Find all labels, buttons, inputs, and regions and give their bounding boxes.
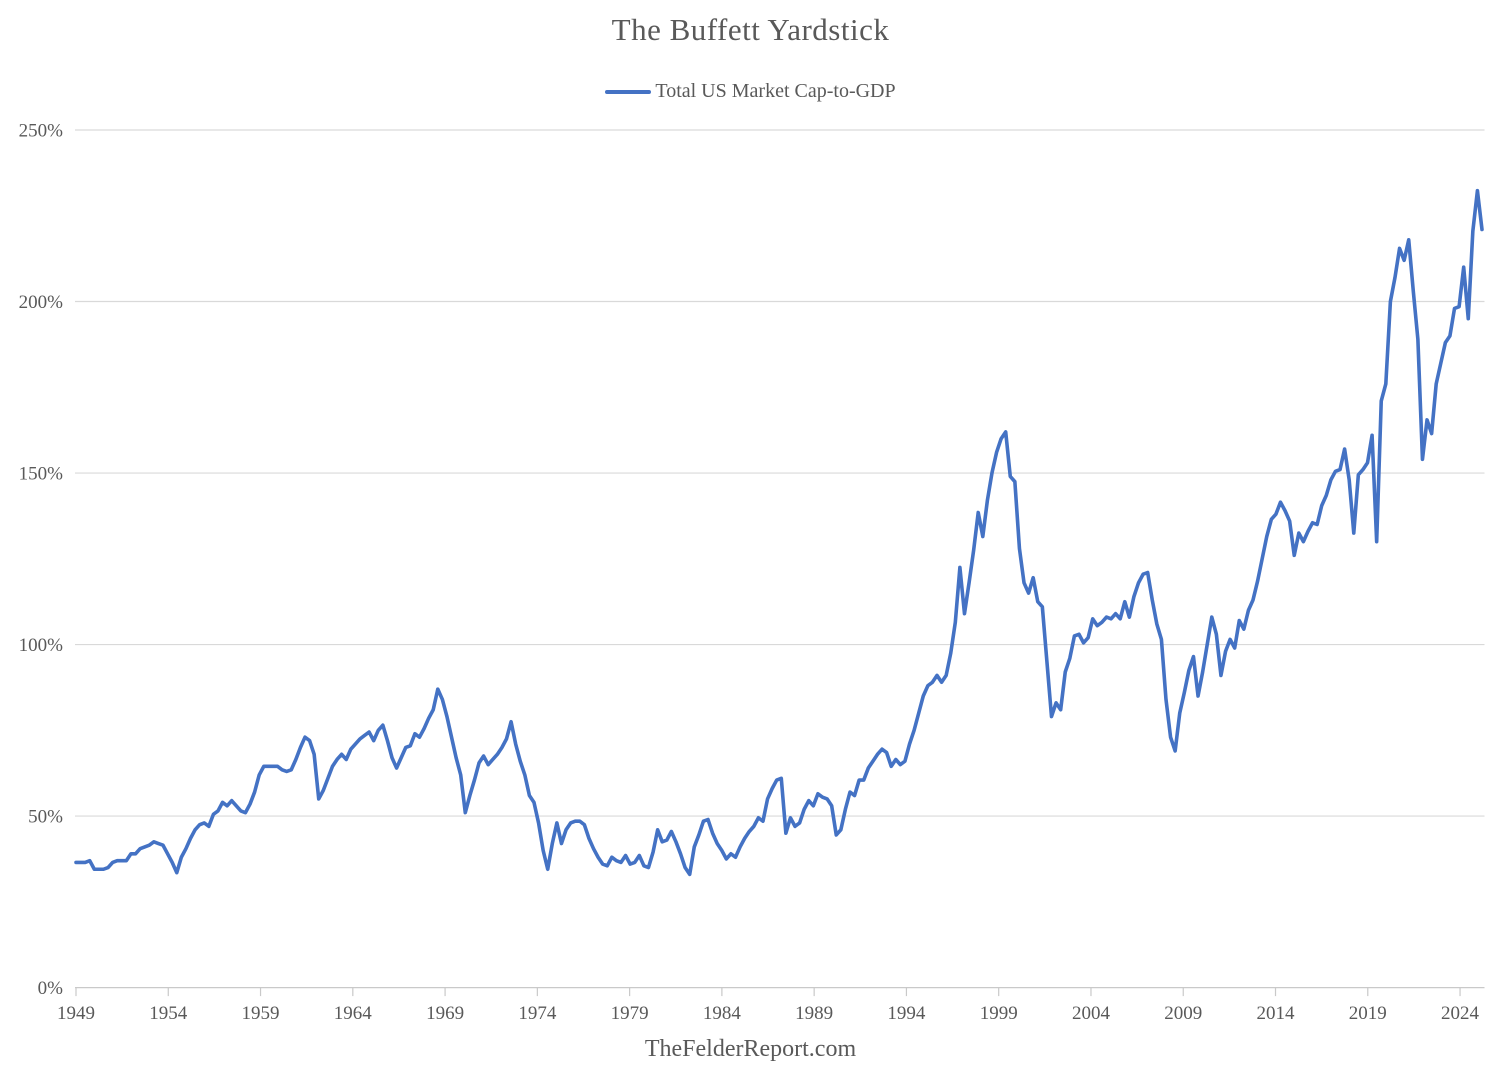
- footer-watermark: TheFelderReport.com: [644, 1036, 857, 1062]
- x-axis-label: 2019: [1349, 1003, 1387, 1024]
- legend-line-swatch: [605, 89, 652, 94]
- x-axis-label: 1979: [611, 1003, 649, 1024]
- x-axis-label: 1949: [57, 1003, 95, 1024]
- y-axis-label: 100%: [19, 635, 64, 656]
- x-axis-label: 1974: [518, 1003, 557, 1024]
- x-axis-label: 1984: [703, 1003, 742, 1024]
- x-axis-label: 1989: [795, 1003, 833, 1024]
- x-axis-label: 1969: [426, 1003, 464, 1024]
- x-axis-label: 1959: [242, 1003, 280, 1024]
- legend-label: Total US Market Cap-to-GDP: [655, 80, 896, 102]
- y-axis-label: 150%: [19, 464, 64, 485]
- x-axis-label: 1999: [980, 1003, 1018, 1024]
- x-axis-label: 1954: [149, 1003, 188, 1024]
- x-axis-label: 2014: [1257, 1003, 1296, 1024]
- x-axis-label: 2009: [1164, 1003, 1202, 1024]
- market-cap-to-gdp-line: [74, 188, 1484, 877]
- y-axis-label: 50%: [28, 807, 63, 828]
- legend: Total US Market Cap-to-GDP: [0, 80, 1501, 103]
- x-axis-label: 1994: [887, 1003, 926, 1024]
- y-axis-label: 0%: [38, 978, 64, 999]
- y-axis-label: 250%: [19, 121, 64, 142]
- x-axis-label: 1964: [334, 1003, 373, 1024]
- y-axis-label: 200%: [19, 292, 64, 313]
- x-axis-label: 2024: [1441, 1003, 1480, 1024]
- x-axis-label: 2004: [1072, 1003, 1111, 1024]
- chart-title: The Buffett Yardstick: [611, 12, 890, 47]
